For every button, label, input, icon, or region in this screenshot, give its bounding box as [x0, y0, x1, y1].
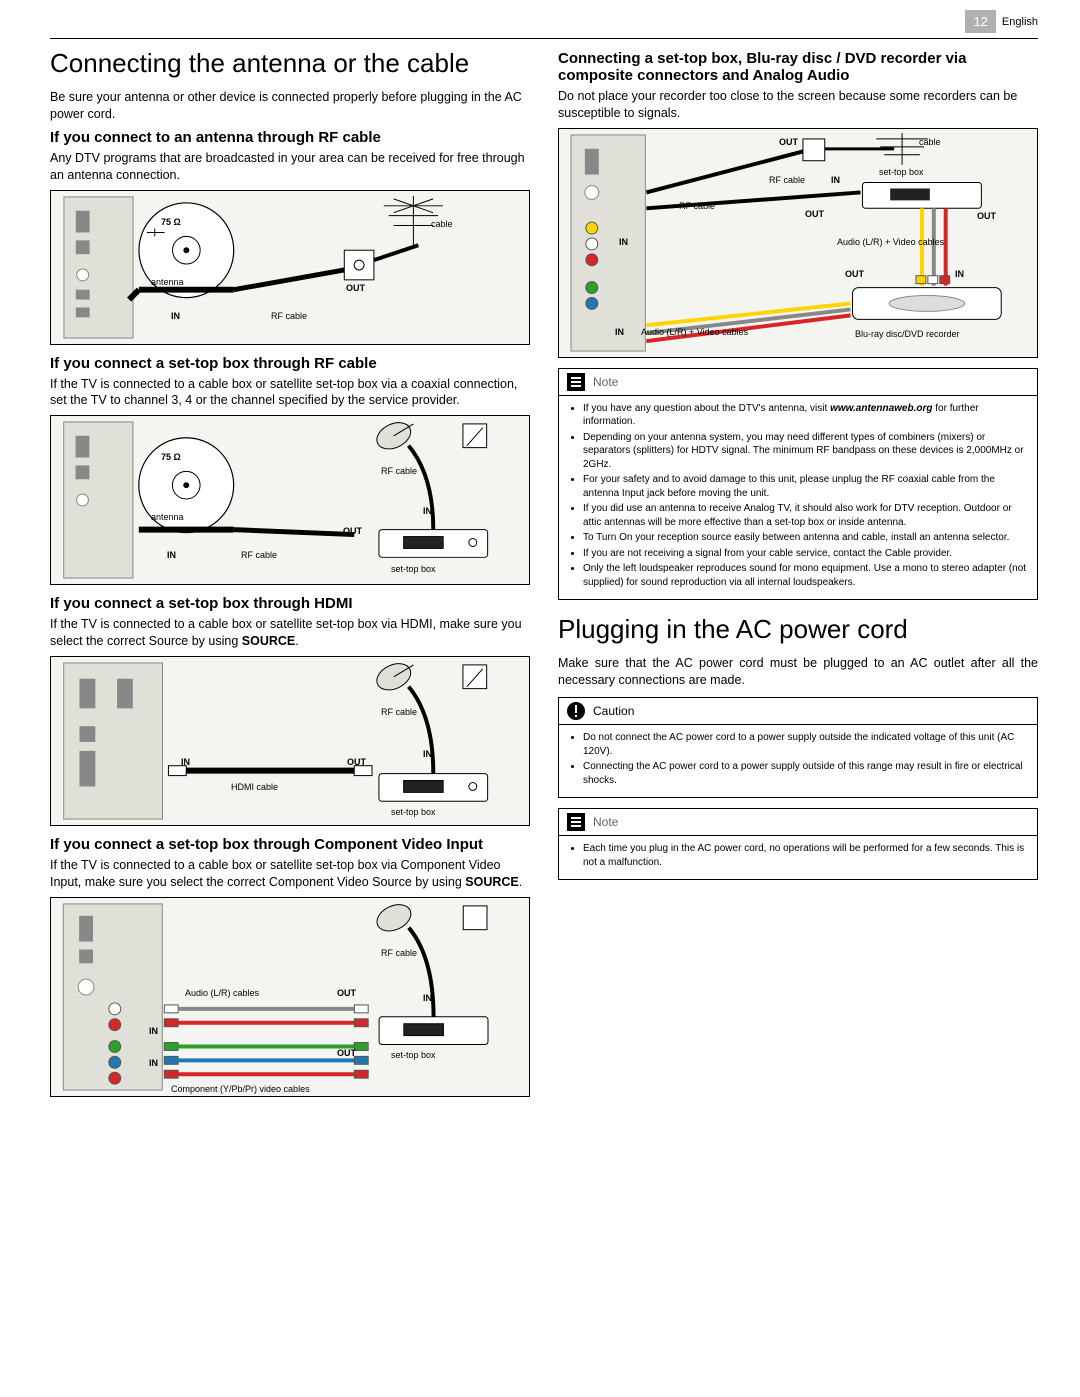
- s3-heading: If you connect a set-top box through HDM…: [50, 595, 530, 612]
- right-intro2: Make sure that the AC power cord must be…: [558, 655, 1038, 689]
- note2-box: Note Each time you plug in the AC power …: [558, 808, 1038, 880]
- right-column: Connecting a set-top box, Blu-ray disc /…: [558, 48, 1038, 1107]
- callout-item: Do not connect the AC power cord to a po…: [583, 731, 1027, 758]
- s2-out: OUT: [343, 526, 362, 536]
- top-rule: [50, 38, 1038, 39]
- left-title: Connecting the antenna or the cable: [50, 48, 530, 79]
- s4-body-post: .: [519, 875, 522, 889]
- caution-icon: [567, 702, 585, 720]
- s4-diagram: Audio (L/R) cables IN IN Component (Y/Pb…: [50, 897, 530, 1097]
- rd-out3: OUT: [977, 211, 996, 221]
- s3-hdmi: HDMI cable: [231, 782, 278, 792]
- s1-heading: If you connect to an antenna through RF …: [50, 129, 530, 146]
- s3-body-bold: SOURCE: [242, 634, 295, 648]
- s4-in3: IN: [423, 993, 432, 1003]
- s3-in: IN: [181, 757, 190, 767]
- rd-rfcable1: RF cable: [769, 175, 805, 185]
- caution-label: Caution: [593, 704, 634, 718]
- s2-rfcable: RF cable: [241, 550, 277, 560]
- note1-list: If you have any question about the DTV's…: [569, 402, 1027, 590]
- s2-rfcable2: RF cable: [381, 466, 417, 476]
- s3-stb: set-top box: [391, 807, 436, 817]
- right-intro: Do not place your recorder too close to …: [558, 88, 1038, 122]
- rd-rfcable2: RF cable: [679, 201, 715, 211]
- s3-body-post: .: [295, 634, 298, 648]
- s2-stb: set-top box: [391, 564, 436, 574]
- note2-list: Each time you plug in the AC power cord,…: [569, 842, 1027, 869]
- right-title2: Plugging in the AC power cord: [558, 614, 1038, 645]
- left-column: Connecting the antenna or the cable Be s…: [50, 48, 530, 1107]
- rd-stb: set-top box: [879, 167, 924, 177]
- s2-diagram: 75 Ω antenna IN RF cable OUT RF cable IN…: [50, 415, 530, 585]
- rd-in3: IN: [955, 269, 964, 279]
- s4-rfcable: RF cable: [381, 948, 417, 958]
- callout-item: Connecting the AC power cord to a power …: [583, 760, 1027, 787]
- note1-box: Note If you have any question about the …: [558, 368, 1038, 601]
- s4-body: If the TV is connected to a cable box or…: [50, 857, 530, 891]
- callout-item: Each time you plug in the AC power cord,…: [583, 842, 1027, 869]
- s3-rfcable: RF cable: [381, 707, 417, 717]
- s2-body: If the TV is connected to a cable box or…: [50, 376, 530, 410]
- s4-component: Component (Y/Pb/Pr) video cables: [171, 1084, 310, 1094]
- rd-in2: IN: [619, 237, 628, 247]
- callout-item: Only the left loudspeaker reproduces sou…: [583, 562, 1027, 589]
- callout-item: For your safety and to avoid damage to t…: [583, 473, 1027, 500]
- s1-ohm: 75 Ω: [161, 217, 181, 227]
- note-icon: [567, 813, 585, 831]
- right-title: Connecting a set-top box, Blu-ray disc /…: [558, 50, 1038, 84]
- s1-in: IN: [171, 311, 180, 321]
- callout-item: Depending on your antenna system, you ma…: [583, 431, 1027, 472]
- caution-list: Do not connect the AC power cord to a po…: [569, 731, 1027, 787]
- rd-out2: OUT: [805, 209, 824, 219]
- s1-rfcable: RF cable: [271, 311, 307, 321]
- callout-item: To Turn On your reception source easily …: [583, 531, 1027, 545]
- callout-item: If you are not receiving a signal from y…: [583, 547, 1027, 561]
- rd-in1: IN: [831, 175, 840, 185]
- s3-body: If the TV is connected to a cable box or…: [50, 616, 530, 650]
- note-icon: [567, 373, 585, 391]
- note1-label: Note: [593, 375, 618, 389]
- page-number: 12: [965, 10, 995, 33]
- s4-out2: OUT: [337, 1048, 356, 1058]
- s4-in2: IN: [149, 1058, 158, 1068]
- note2-label: Note: [593, 815, 618, 829]
- s4-out1: OUT: [337, 988, 356, 998]
- s4-body-pre: If the TV is connected to a cable box or…: [50, 858, 501, 889]
- s1-diagram: 75 Ω antenna IN RF cable OUT cable: [50, 190, 530, 345]
- s2-heading: If you connect a set-top box through RF …: [50, 355, 530, 372]
- s3-in2: IN: [423, 749, 432, 759]
- rd-in4: IN: [615, 327, 624, 337]
- rd-audiovideo: Audio (L/R) + Video cables: [837, 237, 944, 247]
- s4-stb: set-top box: [391, 1050, 436, 1060]
- s4-heading: If you connect a set-top box through Com…: [50, 836, 530, 853]
- s4-body-bold: SOURCE: [465, 875, 518, 889]
- s2-ohm: 75 Ω: [161, 452, 181, 462]
- s2-antenna: antenna: [151, 512, 184, 522]
- rd-recorder: Blu-ray disc/DVD recorder: [855, 329, 960, 339]
- s2-in: IN: [167, 550, 176, 560]
- s3-out: OUT: [347, 757, 366, 767]
- callout-item: If you did use an antenna to receive Ana…: [583, 502, 1027, 529]
- s4-in1: IN: [149, 1026, 158, 1036]
- callout-item: If you have any question about the DTV's…: [583, 402, 1027, 429]
- s1-body: Any DTV programs that are broadcasted in…: [50, 150, 530, 184]
- s2-in2: IN: [423, 506, 432, 516]
- s1-cable: cable: [431, 219, 453, 229]
- s1-out: OUT: [346, 283, 365, 293]
- rd-cable: cable: [919, 137, 941, 147]
- rd-out4: OUT: [845, 269, 864, 279]
- page-language: English: [1002, 16, 1038, 28]
- rd-audiovideo2: Audio (L/R) + Video cables: [641, 327, 748, 337]
- caution-box: Caution Do not connect the AC power cord…: [558, 697, 1038, 798]
- s4-audio: Audio (L/R) cables: [185, 988, 259, 998]
- s1-antenna: antenna: [151, 277, 184, 287]
- right-diagram: OUT cable RF cable IN set-top box RF cab…: [558, 128, 1038, 358]
- s3-diagram: IN HDMI cable OUT RF cable IN set-top bo…: [50, 656, 530, 826]
- left-intro: Be sure your antenna or other device is …: [50, 89, 530, 123]
- rd-out1: OUT: [779, 137, 798, 147]
